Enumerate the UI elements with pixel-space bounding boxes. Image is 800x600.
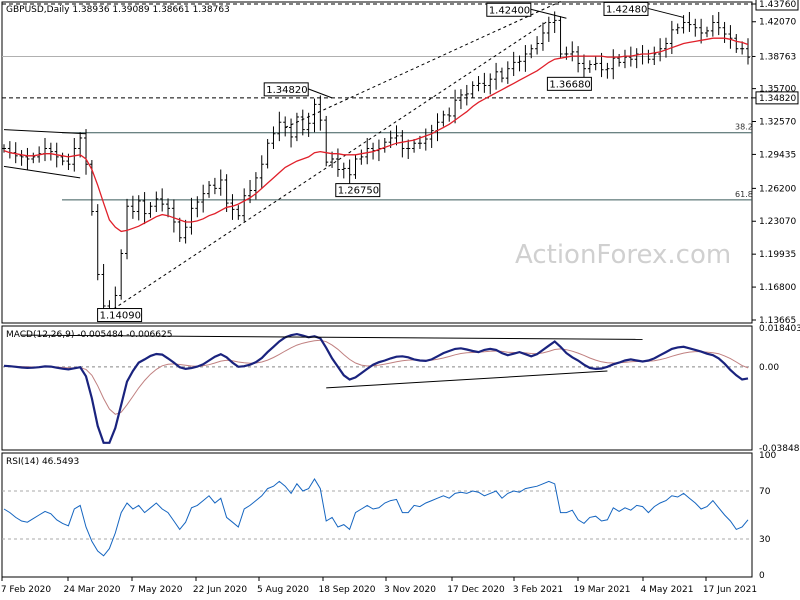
- macd-trendline: [21, 334, 643, 340]
- annotation-box: [97, 308, 143, 323]
- symbol-label: GBPUSD,Daily: [6, 5, 70, 15]
- x-axis-label: 7 Feb 2020: [1, 585, 52, 595]
- ohlc-readout: 1.38936 1.39089 1.38661 1.38763: [72, 5, 229, 15]
- annotation-label: 1.14090: [100, 311, 141, 322]
- rsi-line: [3, 478, 749, 557]
- price-axis-label: 1.26200: [759, 184, 796, 194]
- price-axis-label: 1.16800: [759, 283, 796, 293]
- price-axis-label: 1.19935: [759, 250, 796, 260]
- macd-signal-line: [4, 339, 749, 415]
- annotation-leader: [530, 8, 567, 19]
- price-axis-label: 1.13665: [759, 316, 796, 326]
- watermark: ActionForex.com: [515, 240, 731, 270]
- price-axis-label: 1.34820: [759, 94, 796, 104]
- macd-panel-title: MACD(12,26,9) -0.005484 -0.006625: [6, 330, 172, 340]
- macd-axis-label: 0.018403: [759, 324, 800, 334]
- price-axis-label: 1.29435: [759, 150, 796, 160]
- price-axis-label-box: [755, 91, 799, 105]
- rsi-axis-label: 100: [759, 451, 776, 461]
- moving-average-line: [3, 37, 749, 233]
- rsi-axis-label: 30: [759, 535, 771, 545]
- macd-main-line: [3, 332, 749, 444]
- macd-axis-label: 0.00: [759, 363, 779, 373]
- price-layer: 38.2 61.8 1.42400 1.42480 1.34820 1.26750 1.36…: [2, 1, 753, 323]
- annotation-box: [546, 76, 592, 91]
- macd-trendline: [326, 370, 608, 389]
- channel-lower-line: [103, 19, 550, 316]
- annotation-label: 1.36680: [549, 79, 590, 90]
- rsi-axis-label: 0: [759, 571, 765, 581]
- annotation-leader: [308, 88, 333, 99]
- price-panel-frame: [1, 1, 753, 324]
- annotation-label: 1.42400: [489, 5, 530, 16]
- macd-layer: [2, 332, 752, 444]
- macd-axis-label: -0.038483: [759, 444, 800, 454]
- x-axis-label: 24 Mar 2020: [63, 585, 120, 595]
- rsi-panel-title: RSI(14) 46.5493: [6, 457, 79, 467]
- macd-panel-frame: [1, 325, 753, 451]
- annotation-label: 1.42480: [606, 4, 647, 15]
- x-axis-label: 22 Jun 2020: [193, 585, 247, 595]
- annotation-box: [335, 183, 381, 198]
- rsi-layer: [2, 478, 752, 557]
- x-axis-label: 19 Mar 2021: [573, 585, 630, 595]
- early-channel-upper-line: [3, 129, 87, 135]
- x-axis-label: 7 May 2020: [130, 585, 183, 595]
- fib-level-label: 61.8: [735, 190, 753, 199]
- price-axis-label: 1.42070: [759, 18, 796, 28]
- price-axis-label-box: [755, 49, 799, 63]
- annotation-label: 1.26750: [338, 186, 379, 197]
- fib-level-label: 38.2: [735, 123, 753, 132]
- x-axis-label: 5 Aug 2020: [257, 585, 309, 595]
- price-axis-label-box: [755, 0, 799, 11]
- x-axis-label: 17 Dec 2020: [447, 585, 505, 595]
- price-axis-label: 1.38763: [759, 52, 796, 62]
- rsi-axis-label: 70: [759, 487, 771, 497]
- annotation-leader: [647, 7, 684, 18]
- price-axis-label: 1.23070: [759, 217, 796, 227]
- price-axis-label: 1.43760: [759, 0, 796, 10]
- annotation-label: 1.34820: [266, 85, 307, 96]
- x-axis-label: 3 Feb 2021: [513, 585, 563, 595]
- early-channel-lower-line: [3, 165, 81, 179]
- price-axis-label: 1.32570: [759, 117, 796, 127]
- price-axis-label: 1.35700: [759, 85, 796, 95]
- x-axis-label: 18 Sep 2020: [318, 585, 375, 595]
- rsi-panel-frame: [1, 452, 753, 578]
- x-axis-label: 3 Nov 2020: [384, 585, 436, 595]
- x-axis-label: 17 Jun 2021: [703, 585, 757, 595]
- price-panel-title: GBPUSD,Daily 1.38936 1.39089 1.38661 1.3…: [6, 5, 230, 15]
- channel-upper-line: [284, 1, 561, 128]
- x-axis-label: 4 May 2021: [641, 585, 694, 595]
